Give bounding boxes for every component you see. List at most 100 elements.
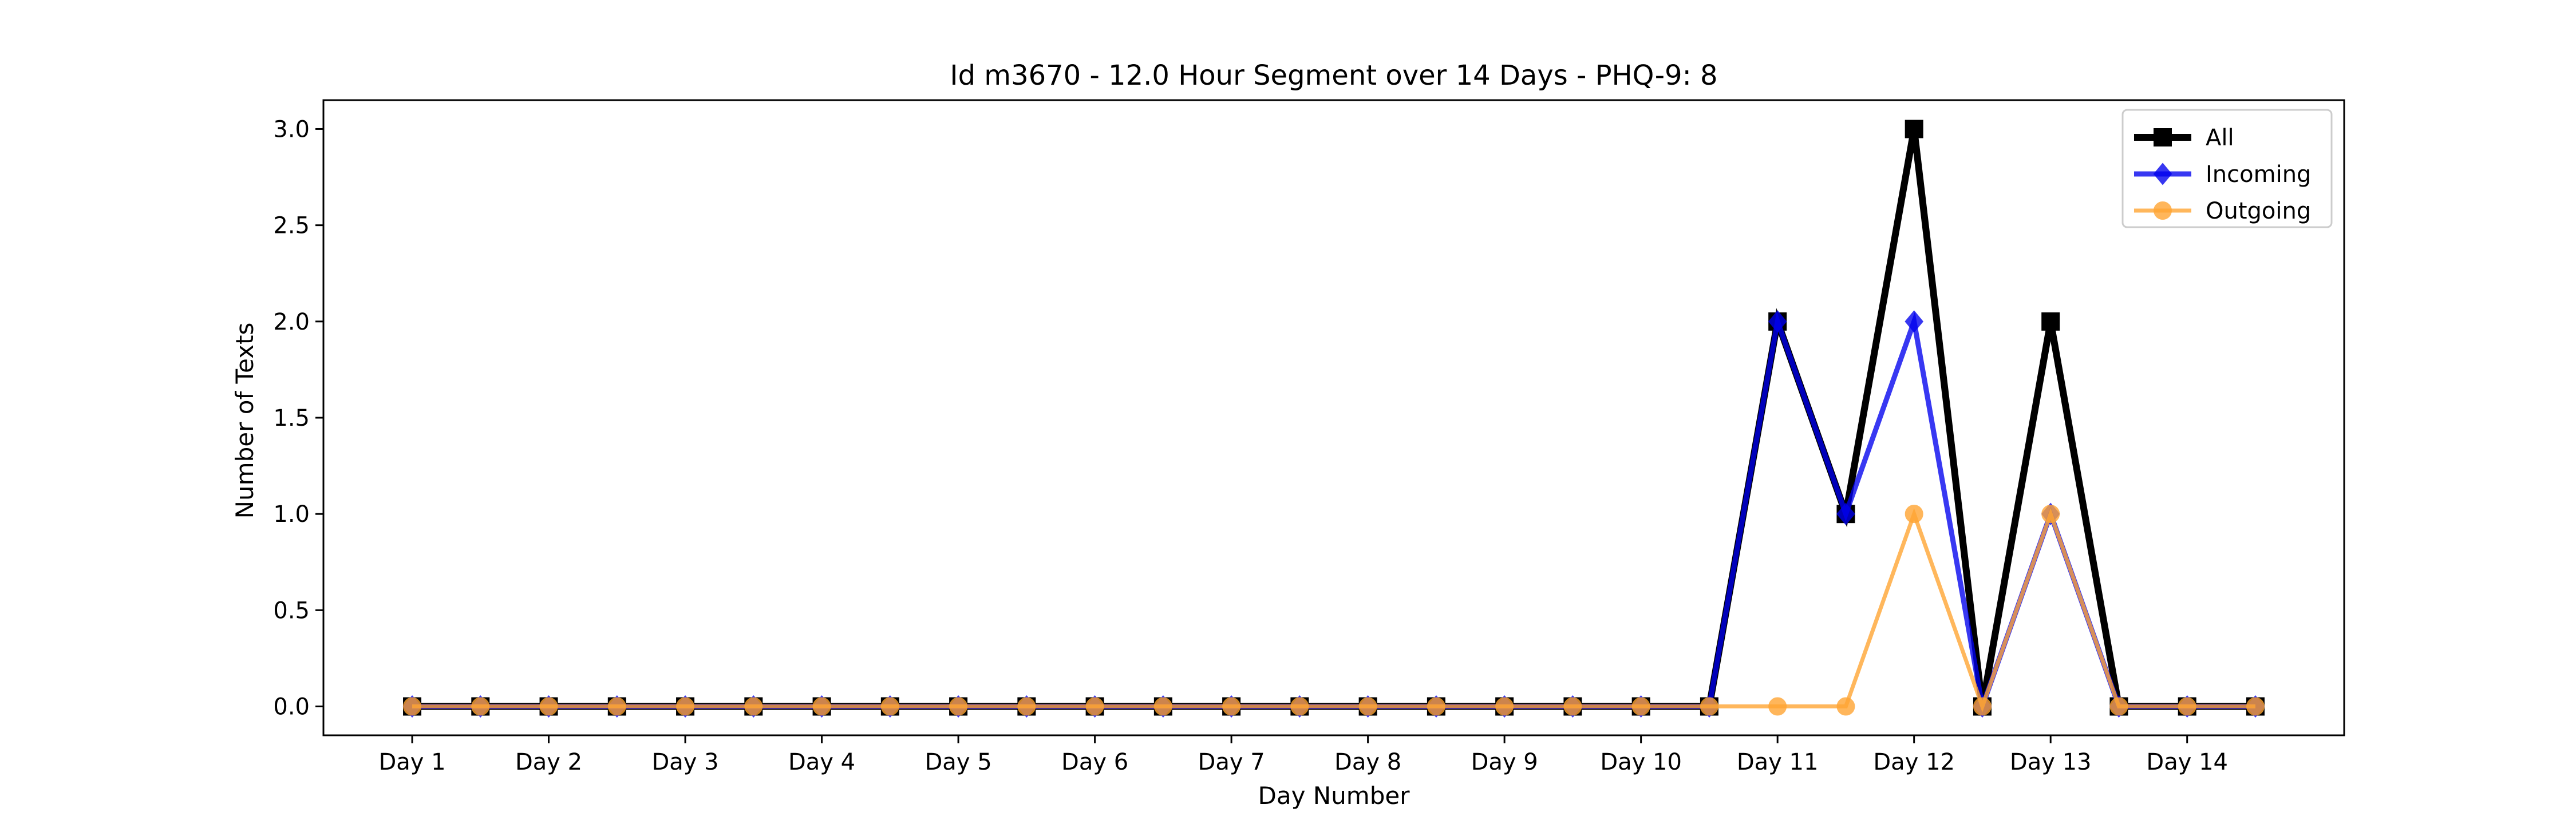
y-tick-label: 2.5 <box>273 213 310 239</box>
legend-marker-shape-outgoing <box>2154 201 2172 220</box>
point-marker-outgoing <box>471 697 490 716</box>
data-point-outgoing <box>1290 697 1309 716</box>
legend-entry-all: All <box>2134 125 2234 151</box>
point-marker-outgoing <box>539 697 558 716</box>
data-point-outgoing <box>2178 697 2196 716</box>
x-tick-label: Day 6 <box>1061 749 1128 775</box>
data-point-outgoing <box>1768 697 1787 716</box>
legend-label-outgoing: Outgoing <box>2206 198 2311 224</box>
point-marker-outgoing <box>676 697 695 716</box>
x-tick-label: Day 9 <box>1471 749 1538 775</box>
data-point-incoming <box>1905 310 1923 333</box>
data-point-outgoing <box>1836 697 1855 716</box>
point-marker-outgoing <box>1495 697 1514 716</box>
data-point-outgoing <box>812 697 831 716</box>
point-marker-incoming <box>1836 502 1855 525</box>
data-point-incoming <box>1836 502 1855 525</box>
legend-label-incoming: Incoming <box>2206 161 2311 188</box>
x-tick-label: Day 8 <box>1334 749 1401 775</box>
point-marker-outgoing <box>1427 697 1445 716</box>
y-tick-label: 3.0 <box>273 116 310 142</box>
point-marker-outgoing <box>1768 697 1787 716</box>
x-tick-label: Day 13 <box>2010 749 2092 775</box>
point-marker-outgoing <box>1085 697 1104 716</box>
legend-entry-incoming: Incoming <box>2134 161 2311 188</box>
x-tick-label: Day 14 <box>2146 749 2228 775</box>
y-tick-label: 0.5 <box>273 597 310 624</box>
point-marker-outgoing <box>2041 505 2060 524</box>
series-incoming <box>402 310 2265 718</box>
series-line-all <box>412 128 2255 710</box>
data-point-outgoing <box>2246 697 2265 716</box>
plot-area: 0.0 0.5 1.0 1.5 2.0 2.5 3.0 Day 1 Day 2 Day 3 Day … <box>273 116 2265 775</box>
point-marker-outgoing <box>1222 697 1241 716</box>
data-point-outgoing <box>471 697 490 716</box>
point-marker-outgoing <box>812 697 831 716</box>
legend-marker-outgoing <box>2154 201 2172 220</box>
point-marker-outgoing <box>2178 697 2196 716</box>
point-marker-outgoing <box>1836 697 1855 716</box>
data-point-outgoing <box>1700 697 1718 716</box>
legend-entry-outgoing: Outgoing <box>2134 198 2311 224</box>
point-marker-outgoing <box>880 697 899 716</box>
x-tick-label: Day 5 <box>925 749 992 775</box>
data-point-outgoing <box>880 697 899 716</box>
data-point-all <box>2041 312 2060 331</box>
data-point-outgoing <box>1085 697 1104 716</box>
chart-title: Id m3670 - 12.0 Hour Segment over 14 Day… <box>950 60 1717 92</box>
data-point-outgoing <box>1631 697 1650 716</box>
data-point-outgoing <box>1973 697 1992 716</box>
data-point-outgoing <box>744 697 763 716</box>
data-point-outgoing <box>2041 505 2060 524</box>
x-axis-label: Day Number <box>1258 782 1410 810</box>
point-marker-outgoing <box>744 697 763 716</box>
point-marker-outgoing <box>403 697 422 716</box>
point-marker-outgoing <box>1905 505 1923 524</box>
legend-label-all: All <box>2206 125 2234 151</box>
x-tick-label: Day 7 <box>1198 749 1265 775</box>
y-axis-label: Number of Texts <box>231 323 259 519</box>
data-point-outgoing <box>1222 697 1241 716</box>
legend-marker-incoming <box>2153 163 2172 185</box>
point-marker-incoming <box>1905 310 1923 333</box>
data-point-outgoing <box>1358 697 1377 716</box>
point-marker-outgoing <box>607 697 626 716</box>
data-point-outgoing <box>949 697 968 716</box>
data-point-outgoing <box>1017 697 1036 716</box>
point-marker-outgoing <box>2109 697 2128 716</box>
point-marker-outgoing <box>1631 697 1650 716</box>
series-outgoing <box>403 505 2265 716</box>
data-point-outgoing <box>1905 505 1923 524</box>
point-marker-outgoing <box>949 697 968 716</box>
point-marker-outgoing <box>1973 697 1992 716</box>
x-tick-label: Day 10 <box>1600 749 1682 775</box>
point-marker-outgoing <box>1017 697 1036 716</box>
series-all <box>403 120 2265 716</box>
legend-marker-shape-incoming <box>2153 163 2172 185</box>
data-point-outgoing <box>403 697 422 716</box>
data-point-incoming <box>1768 310 1787 333</box>
data-point-outgoing <box>1427 697 1445 716</box>
point-marker-outgoing <box>1700 697 1718 716</box>
y-tick-label: 1.0 <box>273 501 310 528</box>
point-marker-all <box>2041 312 2060 331</box>
data-point-outgoing <box>539 697 558 716</box>
point-marker-outgoing <box>1290 697 1309 716</box>
data-point-outgoing <box>1153 697 1172 716</box>
plot-frame <box>322 99 2345 736</box>
point-marker-all <box>1905 120 1923 138</box>
data-point-all <box>1905 120 1923 138</box>
x-tick-label: Day 11 <box>1737 749 1819 775</box>
x-tick-label: Day 1 <box>378 749 445 775</box>
series-line-outgoing <box>412 508 2255 713</box>
point-marker-incoming <box>1768 310 1787 333</box>
x-tick-label: Day 4 <box>788 749 855 775</box>
point-marker-outgoing <box>1153 697 1172 716</box>
legend: All Incoming Outgoing <box>2121 109 2333 228</box>
data-point-outgoing <box>676 697 695 716</box>
data-point-outgoing <box>607 697 626 716</box>
data-point-outgoing <box>1495 697 1514 716</box>
point-marker-outgoing <box>1358 697 1377 716</box>
